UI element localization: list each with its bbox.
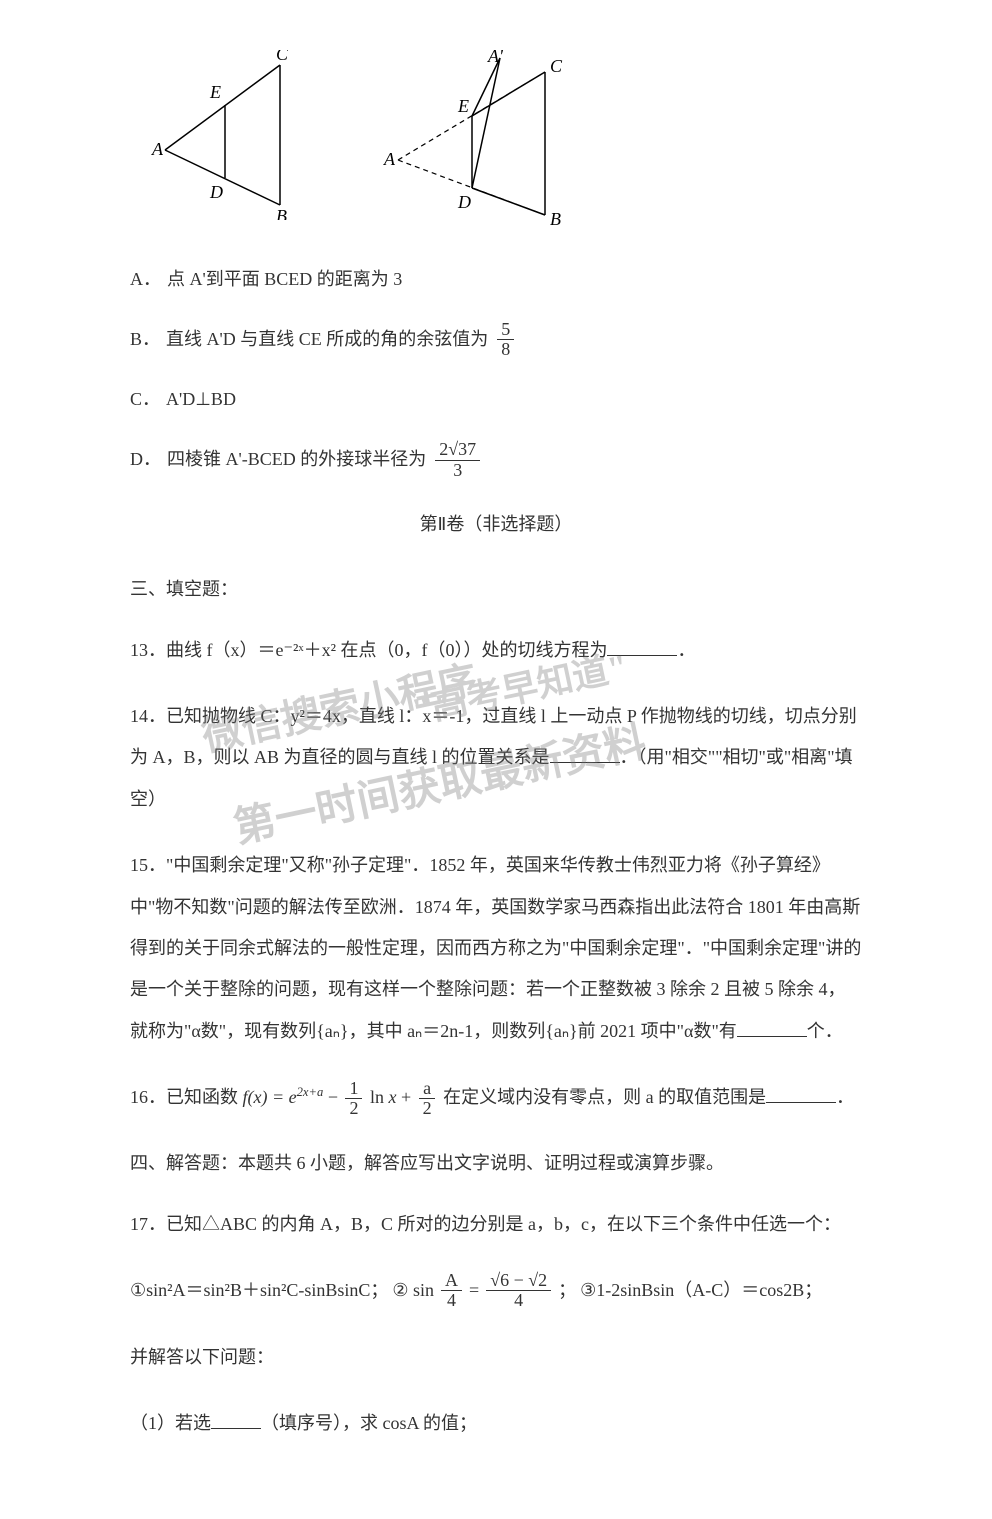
q17-cond2-frac1: A 4 xyxy=(441,1271,462,1312)
svg-text:C: C xyxy=(550,56,563,76)
option-b: B． 直线 A'D 与直线 CE 所成的角的余弦值为 5 8 xyxy=(130,320,862,361)
q17-cond2-frac2: √6 − √2 4 xyxy=(486,1271,551,1312)
option-d-text: 四棱锥 A'-BCED 的外接球半径为 xyxy=(167,440,426,480)
answer-header: 四、解答题：本题共 6 小题，解答应写出文字说明、证明过程或演算步骤。 xyxy=(130,1144,862,1184)
q15-text-c: 得到的关于同余式解法的一般性定理，因而西方称之为"中国剩余定理"．"中国剩余定理… xyxy=(130,938,843,958)
triangle-right: A A' C B D E xyxy=(380,50,600,230)
svg-text:E: E xyxy=(457,96,469,116)
option-d-prefix: D． xyxy=(130,440,161,480)
question-14: 14．已知抛物线 C：y²＝4x，直线 l：x＝-1，过直线 l 上一动点 P … xyxy=(130,696,862,820)
option-d-fraction: 2√37 3 xyxy=(435,440,480,481)
q16-prefix: 16． xyxy=(130,1087,166,1107)
q17-cond2-eq: = xyxy=(469,1270,479,1311)
fill-header: 三、填空题： xyxy=(130,570,862,610)
q14-text-a: 已知抛物线 C：y²＝4x，直线 l：x＝-1，过直线 l 上一动点 P 作抛物… xyxy=(166,706,839,726)
q16-text-a: 已知函数 xyxy=(166,1087,238,1107)
option-c-text: A'D⊥BD xyxy=(166,380,236,420)
q17-part1-b: （填序号），求 cosA 的值； xyxy=(261,1413,477,1433)
question-17-part1: （1）若选 （填序号），求 cosA 的值； xyxy=(130,1403,862,1444)
q16-blank xyxy=(766,1085,836,1103)
option-b-text: 直线 A'D 与直线 CE 所成的角的余弦值为 xyxy=(166,320,488,360)
q13-text: 曲线 f（x）＝e⁻²ˣ＋x² 在点（0，f（0））处的切线方程为 xyxy=(166,640,607,660)
q16-text-b: 在定义域内没有零点，则 a 的取值范围是 xyxy=(443,1087,766,1107)
svg-text:A: A xyxy=(151,139,164,159)
q15-blank xyxy=(737,1019,807,1037)
option-c-prefix: C． xyxy=(130,380,160,420)
svg-text:B: B xyxy=(276,206,287,220)
question-16: 16．已知函数 f(x) = e2x+a − 1 2 ln x + a 2 在定… xyxy=(130,1077,862,1119)
svg-text:A': A' xyxy=(487,50,504,66)
q13-prefix: 13． xyxy=(130,640,166,660)
q16-frac2: a 2 xyxy=(419,1079,436,1120)
q15-prefix: 15． xyxy=(130,855,166,875)
q17-part1-blank xyxy=(211,1411,261,1429)
q17-cond2b: ； xyxy=(558,1270,576,1311)
q13-blank xyxy=(607,638,677,656)
svg-text:D: D xyxy=(457,192,471,212)
q15-text-e: 就称为"α数"，现有数列{aₙ}，其中 aₙ＝2n-1，则数列{aₙ}前 202… xyxy=(130,1021,737,1041)
svg-text:C: C xyxy=(276,50,289,64)
option-b-prefix: B． xyxy=(130,320,160,360)
svg-text:E: E xyxy=(209,82,221,102)
q16-func: f(x) = e2x+a xyxy=(243,1087,324,1107)
option-a-prefix: A． xyxy=(130,260,161,300)
option-c: C． A'D⊥BD xyxy=(130,380,862,420)
svg-text:D: D xyxy=(209,182,223,202)
section-2-title: 第Ⅱ卷（非选择题） xyxy=(130,505,862,545)
q17-cond3: ③1-2sinBsin（A-C）＝cos2B； xyxy=(580,1270,822,1311)
q14-prefix: 14． xyxy=(130,706,166,726)
q17-prefix: 17． xyxy=(130,1214,166,1234)
question-17-conditions: ①sin²A＝sin²B＋sin²C-sinBsinC； ② sin A 4 =… xyxy=(130,1270,862,1311)
question-17-text-b: 并解答以下问题： xyxy=(130,1337,862,1378)
q16-lnx: ln x + xyxy=(370,1087,416,1107)
question-17: 17．已知△ABC 的内角 A，B，C 所对的边分别是 a，b，c，在以下三个条… xyxy=(130,1204,862,1245)
question-15: 15．"中国剩余定理"又称"孙子定理"．1852 年，英国来华传教士伟烈亚力将《… xyxy=(130,845,862,1052)
option-a-text: 点 A'到平面 BCED 的距离为 3 xyxy=(167,260,402,300)
q15-text-f: 个． xyxy=(807,1021,843,1041)
svg-text:B: B xyxy=(550,209,561,229)
svg-text:A: A xyxy=(383,149,396,169)
option-b-fraction: 5 8 xyxy=(497,320,514,361)
q17-part1-a: （1）若选 xyxy=(130,1413,211,1433)
option-a: A． 点 A'到平面 BCED 的距离为 3 xyxy=(130,260,862,300)
q17-text-a: 已知△ABC 的内角 A，B，C 所对的边分别是 a，b，c，在以下三个条件中任… xyxy=(166,1214,841,1234)
question-13: 13．曲线 f（x）＝e⁻²ˣ＋x² 在点（0，f（0））处的切线方程为． xyxy=(130,630,862,671)
option-d: D． 四棱锥 A'-BCED 的外接球半径为 2√37 3 xyxy=(130,440,862,481)
q17-cond2a: ② sin xyxy=(392,1270,434,1311)
q14-blank xyxy=(550,745,620,763)
q16-frac1: 1 2 xyxy=(345,1079,362,1120)
geometry-diagrams: A C B D E A A' C B D E xyxy=(150,50,862,230)
q16-minus1: − xyxy=(328,1087,343,1107)
triangle-left: A C B D E xyxy=(150,50,330,220)
q17-cond1: ①sin²A＝sin²B＋sin²C-sinBsinC； xyxy=(130,1270,388,1311)
q15-text-b: "物不知数"问题的解法传至欧洲．1874 年，英国数学家马西森指出此法符合 18… xyxy=(148,897,860,917)
